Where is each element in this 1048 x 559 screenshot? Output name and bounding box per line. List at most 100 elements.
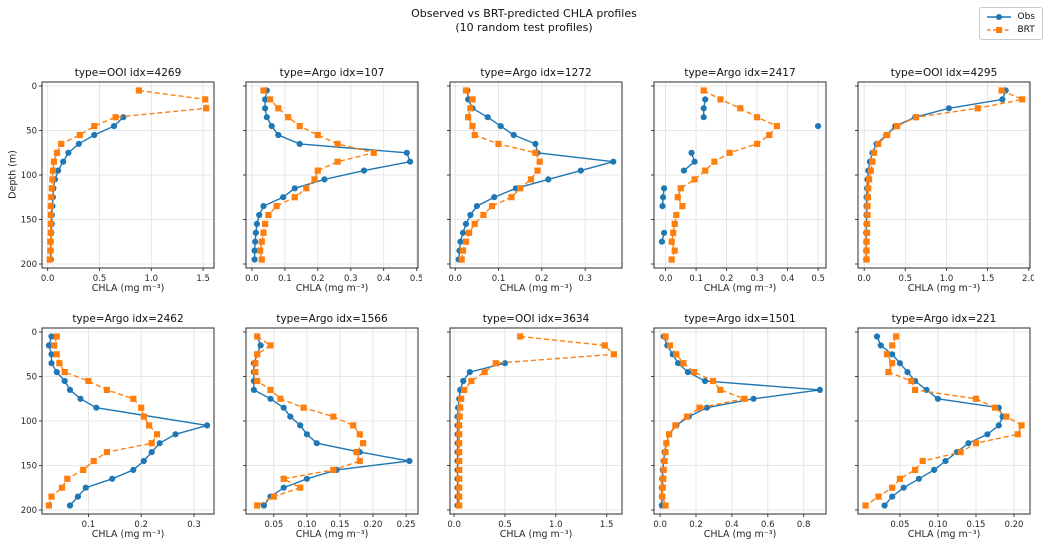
x-tick-label: 0.2 [535, 274, 549, 284]
series-obs [658, 96, 822, 245]
y-tick-label: 50 [26, 127, 37, 137]
x-tick-label: 0.2 [689, 520, 703, 530]
profile-chart: 0.1 0.2 0.3 0 50 100 150 200 type=Argo idx=2462 C… [21, 313, 215, 540]
x-axis-label: CHLA (mg m⁻³) [92, 283, 165, 294]
x-axis-label: CHLA (mg m⁻³) [500, 283, 573, 294]
series-brt [863, 87, 1026, 263]
figure-title-line1: Observed vs BRT-predicted CHLA profiles [411, 7, 637, 20]
y-tick-label: 100 [21, 171, 37, 181]
x-axis-label: CHLA (mg m⁻³) [704, 529, 777, 540]
profile-chart: 0.0 0.1 0.2 0.3 0.4 0.5 type=Argo idx=107 CHLA … [243, 67, 423, 294]
profile-chart: 0.0 0.5 1.0 1.5 0 50 100 150 200 type=OOI idx=426… [21, 67, 215, 294]
x-tick-label: 0.3 [750, 274, 764, 284]
y-tick-label: 200 [21, 260, 37, 270]
x-tick-label: 0.25 [397, 520, 416, 530]
x-axis-label: CHLA (mg m⁻³) [908, 283, 981, 294]
x-tick-label: 0.5 [498, 520, 512, 530]
subplot-ooi-4269: 0.0 0.5 1.0 1.5 0 50 100 150 200 type=OOI idx=426… [14, 66, 218, 294]
x-tick-label: 0.2 [134, 520, 148, 530]
x-axis-label: CHLA (mg m⁻³) [296, 283, 369, 294]
legend-label-brt: BRT [1017, 25, 1035, 35]
x-tick-label: 0.3 [578, 274, 592, 284]
series-brt [659, 333, 748, 509]
figure-title-line2: (10 random test profiles) [455, 21, 593, 34]
x-tick-label: 0.0 [448, 274, 462, 284]
y-tick-label: 100 [21, 417, 37, 427]
x-tick-label: 0.3 [187, 520, 201, 530]
x-tick-label: 1.5 [196, 274, 210, 284]
figure-title: Observed vs BRT-predicted CHLA profiles … [0, 7, 1048, 35]
x-tick-label: 0.4 [377, 274, 391, 284]
subplot-title: type=Argo idx=2417 [684, 67, 795, 79]
x-tick-label: 0.0 [447, 520, 461, 530]
x-tick-label: 1.0 [549, 520, 563, 530]
profile-chart: 0.05 0.10 0.15 0.20 0.25 type=Argo idx=1566 CH… [243, 313, 419, 540]
y-tick-label: 200 [21, 506, 37, 516]
x-axis-label: CHLA (mg m⁻³) [500, 529, 573, 540]
subplot-title: type=Argo idx=1501 [684, 313, 795, 325]
series-brt [862, 333, 1025, 509]
x-tick-label: 2.0 [1022, 274, 1034, 284]
y-tick-label: 50 [26, 373, 37, 383]
x-tick-label: 0.0 [41, 274, 55, 284]
x-tick-label: 1.5 [600, 520, 614, 530]
x-tick-label: 0.0 [245, 274, 259, 284]
x-tick-label: 0.1 [492, 274, 506, 284]
x-tick-label: 0.20 [1005, 520, 1024, 530]
x-tick-label: 1.5 [981, 274, 995, 284]
series-brt [456, 333, 617, 509]
subplot-argo-2462: 0.1 0.2 0.3 0 50 100 150 200 type=Argo idx=2462 C… [14, 312, 218, 540]
series-obs [47, 114, 127, 263]
x-tick-label: 0.0 [857, 274, 871, 284]
subplot-argo-1501: 0.0 0.2 0.4 0.6 0.8 type=Argo idx=1501 CHLA (m… [626, 312, 830, 540]
x-tick-label: 0.15 [330, 520, 349, 530]
x-tick-label: 0.10 [928, 520, 947, 530]
x-tick-label: 0.3 [344, 274, 358, 284]
x-tick-label: 0.5 [410, 274, 422, 284]
x-tick-label: 0.5 [899, 274, 913, 284]
series-obs [873, 333, 1006, 509]
brt-line-sample-icon [986, 27, 1011, 33]
subplot-grid: 0.0 0.5 1.0 1.5 0 50 100 150 200 type=OOI idx=426… [14, 66, 1036, 540]
subplot-title: type=Argo idx=1566 [276, 313, 388, 325]
profile-chart: 0.0 0.5 1.0 1.5 2.0 type=OOI idx=4295 CHLA (mg… [855, 67, 1036, 294]
x-axis-label: CHLA (mg m⁻³) [908, 529, 981, 540]
x-tick-label: 0.20 [364, 520, 383, 530]
x-tick-label: 0.1 [82, 520, 96, 530]
series-brt [252, 333, 367, 509]
x-tick-label: 0.8 [797, 520, 811, 530]
subplot-argo-1272: 0.0 0.1 0.2 0.3 type=Argo idx=1272 CHLA (mg m… [422, 66, 626, 294]
series-obs [45, 333, 211, 509]
x-tick-label: 1.0 [940, 274, 954, 284]
subplot-title: type=OOI idx=4269 [75, 67, 182, 79]
subplot-title: type=Argo idx=2462 [72, 313, 183, 325]
subplot-ooi-4295: 0.0 0.5 1.0 1.5 2.0 type=OOI idx=4295 CHLA (mg… [830, 66, 1036, 294]
series-brt [45, 333, 161, 509]
legend: Obs BRT [978, 7, 1043, 40]
legend-item-obs: Obs [986, 12, 1036, 22]
x-tick-label: 0.10 [297, 520, 316, 530]
legend-label-obs: Obs [1017, 12, 1036, 22]
x-tick-label: 0.0 [653, 520, 667, 530]
x-axis-label: CHLA (mg m⁻³) [296, 529, 369, 540]
series-obs [454, 360, 509, 509]
x-tick-label: 0.0 [659, 274, 673, 284]
x-axis-label: CHLA (mg m⁻³) [704, 283, 777, 294]
profile-chart: 0.0 0.1 0.2 0.3 type=Argo idx=1272 CHLA (mg m… [447, 67, 623, 294]
y-tick-label: 0 [32, 82, 37, 92]
subplot-title: type=OOI idx=3634 [483, 313, 590, 325]
subplot-title: type=Argo idx=221 [892, 313, 997, 325]
y-tick-label: 0 [32, 328, 37, 338]
y-tick-label: 150 [21, 216, 37, 226]
series-brt [668, 87, 780, 263]
x-tick-label: 0.1 [278, 274, 292, 284]
x-tick-label: 0.05 [890, 520, 909, 530]
profile-chart: 0.0 0.2 0.4 0.6 0.8 type=Argo idx=1501 CHLA (m… [651, 313, 827, 540]
x-tick-label: 0.2 [720, 274, 734, 284]
profile-chart: 0.05 0.10 0.15 0.20 type=Argo idx=221 CHLA (m… [855, 313, 1031, 540]
profile-chart: 0.0 0.5 1.0 1.5 type=OOI idx=3634 CHLA (mg m⁻… [447, 313, 623, 540]
subplot-title: type=Argo idx=107 [280, 67, 385, 79]
x-tick-label: 0.1 [689, 274, 703, 284]
obs-line-sample-icon [986, 14, 1011, 20]
